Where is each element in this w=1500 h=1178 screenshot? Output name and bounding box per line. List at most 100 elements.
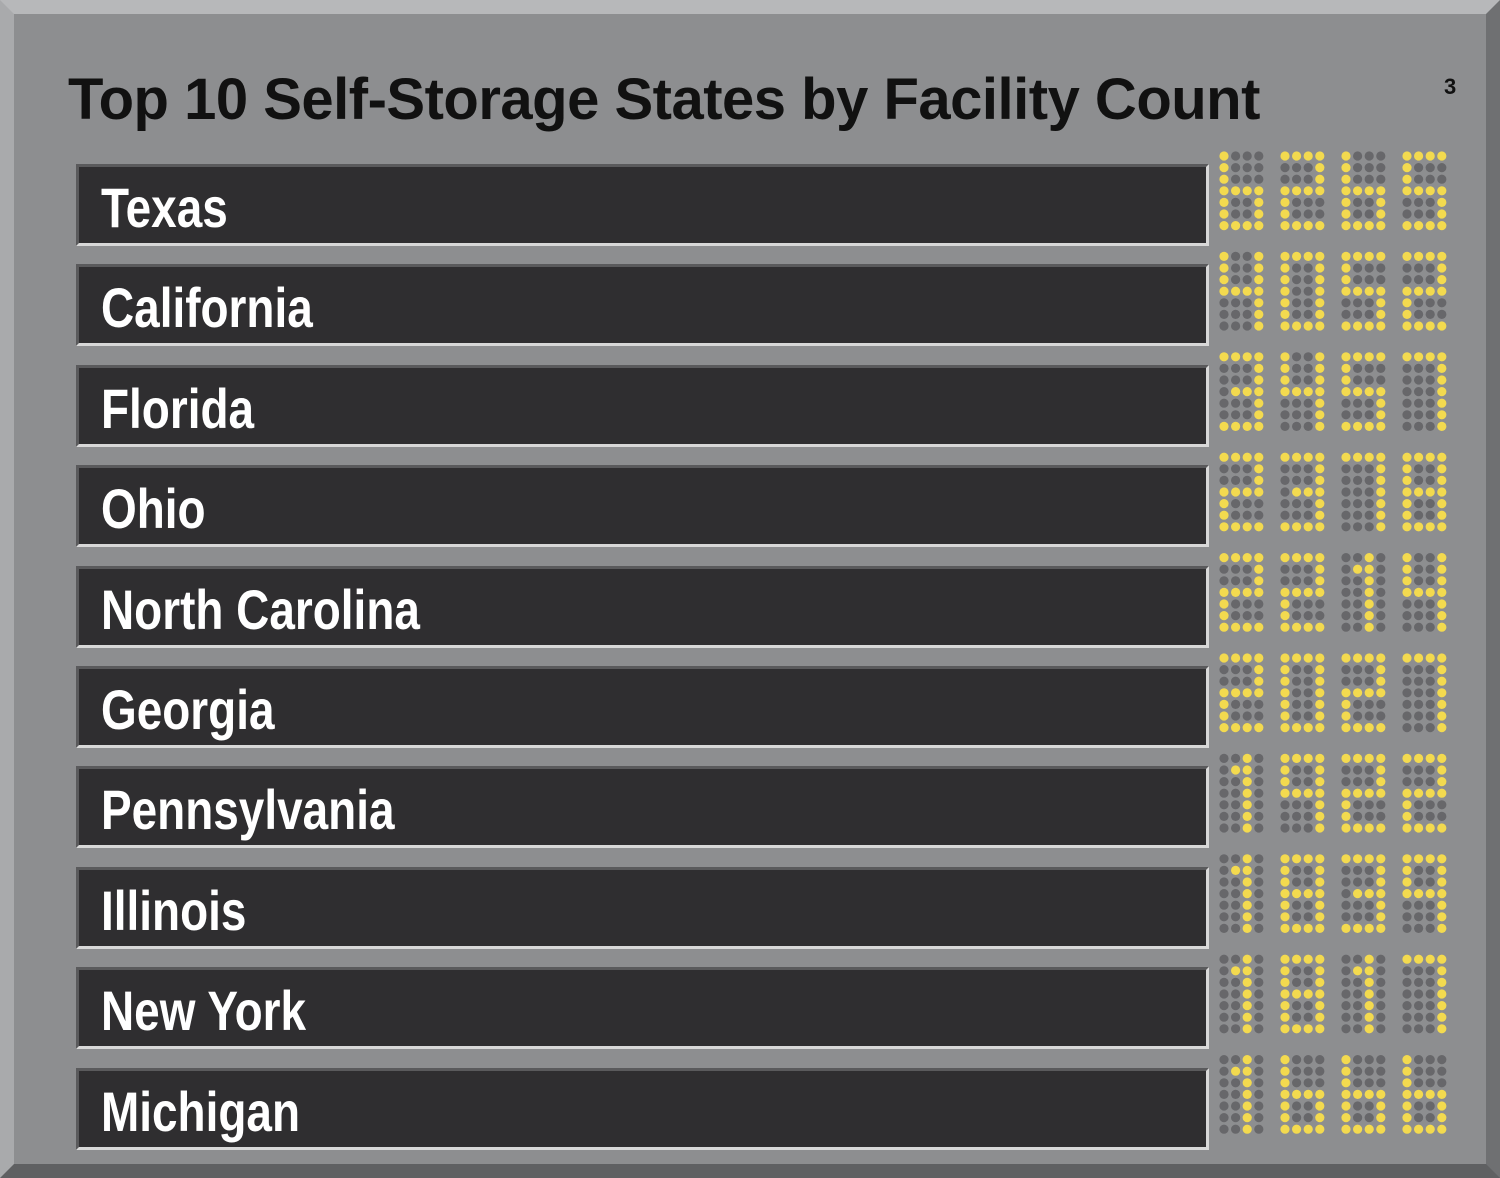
lit-dot — [1437, 251, 1447, 261]
lit-dot — [1219, 286, 1229, 296]
dot — [1292, 912, 1302, 922]
lit-dot — [1231, 186, 1241, 196]
lit-dot — [1353, 688, 1363, 698]
lit-dot — [1292, 1024, 1302, 1034]
dot — [1353, 151, 1363, 161]
lit-dot — [1437, 854, 1447, 864]
dot — [1402, 765, 1412, 775]
lit-dot — [1280, 966, 1290, 976]
dot — [1242, 309, 1252, 319]
lit-dot — [1364, 954, 1374, 964]
lit-dot — [1292, 788, 1302, 798]
dot — [1402, 1001, 1412, 1011]
dot — [1219, 1101, 1229, 1111]
dot — [1254, 811, 1264, 822]
lit-dot — [1402, 954, 1412, 964]
dot — [1425, 989, 1435, 999]
lit-dot — [1254, 387, 1264, 397]
dot — [1219, 989, 1229, 999]
dot — [1402, 599, 1412, 609]
lit-dot — [1376, 753, 1386, 764]
lit-dot — [1315, 877, 1325, 887]
dot — [1242, 209, 1252, 219]
dot — [1254, 854, 1264, 864]
state-name: Texas — [101, 176, 228, 239]
lit-dot — [1280, 688, 1290, 698]
state-row: Illinois — [76, 866, 1209, 949]
dot — [1242, 163, 1252, 173]
dot — [1292, 1055, 1302, 1065]
lit-dot — [1437, 209, 1447, 219]
dot — [1402, 989, 1412, 999]
dot — [1231, 889, 1241, 899]
state-row: Pennsylvania — [76, 766, 1209, 849]
lit-dot — [1341, 186, 1351, 196]
dot — [1303, 197, 1313, 207]
lit-dot — [1414, 889, 1424, 899]
lit-dot — [1437, 1012, 1447, 1022]
lit-dot — [1280, 900, 1290, 910]
lit-dot — [1414, 753, 1424, 764]
dot — [1341, 564, 1351, 574]
dot — [1414, 900, 1424, 910]
dot — [1353, 676, 1363, 686]
dot-number: 1666 — [1219, 1055, 1447, 1134]
dot — [1353, 765, 1363, 775]
dot — [1292, 510, 1302, 520]
dot — [1231, 209, 1241, 219]
lit-dot — [1364, 1124, 1374, 1134]
lit-dot — [1254, 464, 1264, 474]
dot — [1414, 811, 1424, 822]
dot — [1292, 665, 1302, 675]
lit-dot — [1219, 599, 1229, 609]
lit-dot — [1242, 1012, 1252, 1022]
lit-dot — [1292, 251, 1302, 261]
footnote-ref: 3 — [1444, 74, 1457, 99]
dot — [1364, 163, 1374, 173]
dot — [1254, 1101, 1264, 1111]
dot — [1437, 163, 1447, 173]
dot — [1231, 499, 1241, 509]
dot — [1292, 475, 1302, 485]
lit-dot — [1402, 877, 1412, 887]
dot — [1280, 464, 1290, 474]
lit-dot — [1292, 653, 1302, 663]
lit-dot — [1402, 221, 1412, 231]
dot — [1303, 1078, 1313, 1088]
lit-dot — [1219, 275, 1229, 285]
lit-dot — [1280, 599, 1290, 609]
dot — [1242, 321, 1252, 331]
dot — [1254, 163, 1264, 173]
dot — [1437, 1066, 1447, 1076]
lit-dot — [1341, 688, 1351, 698]
lit-dot — [1242, 966, 1252, 976]
dot — [1364, 877, 1374, 887]
lit-dot — [1364, 286, 1374, 296]
lit-dot — [1219, 587, 1229, 598]
lit-dot — [1437, 352, 1447, 362]
lit-dot — [1437, 151, 1447, 161]
dot — [1303, 676, 1313, 686]
lit-dot — [1315, 398, 1325, 408]
lit-dot — [1402, 298, 1412, 308]
lit-dot — [1364, 599, 1374, 609]
lit-dot — [1376, 309, 1386, 319]
lit-dot — [1402, 286, 1412, 296]
lit-dot — [1341, 653, 1351, 663]
state-name: California — [101, 276, 313, 340]
dot — [1231, 877, 1241, 887]
dot — [1376, 375, 1386, 385]
lit-dot — [1280, 1066, 1290, 1076]
dot — [1425, 688, 1435, 698]
lit-dot — [1341, 699, 1351, 710]
lit-dot — [1292, 487, 1302, 497]
dot — [1280, 398, 1290, 408]
dot — [1364, 275, 1374, 285]
lit-dot — [1219, 723, 1229, 733]
dot — [1231, 321, 1241, 331]
dot — [1353, 375, 1363, 385]
lit-dot — [1341, 923, 1351, 934]
dot — [1292, 275, 1302, 285]
dot — [1364, 865, 1374, 876]
dot — [1376, 989, 1386, 999]
